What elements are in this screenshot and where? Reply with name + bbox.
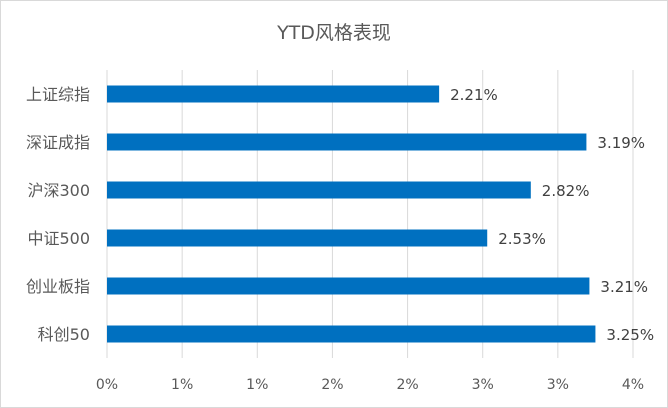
x-tick-label: 1% — [246, 377, 268, 393]
chart-title: YTD风格表现 — [276, 22, 391, 44]
category-label: 上证综指 — [26, 85, 90, 104]
gridlines — [106, 70, 634, 358]
x-tick-label: 4% — [622, 377, 644, 393]
data-label: 3.21% — [600, 278, 648, 296]
bar — [107, 325, 596, 343]
bars — [107, 85, 596, 343]
data-label: 2.53% — [498, 230, 546, 248]
category-label: 中证500 — [27, 229, 90, 248]
category-label: 科创50 — [38, 325, 90, 344]
data-label: 3.25% — [606, 326, 654, 344]
data-label: 2.21% — [450, 86, 498, 104]
data-label: 2.82% — [542, 182, 590, 200]
bar — [107, 181, 531, 199]
bar — [107, 229, 488, 247]
x-tick-label: 0% — [96, 377, 118, 393]
x-tick-label: 3% — [547, 377, 569, 393]
x-tick-label: 1% — [171, 377, 193, 393]
bar — [107, 85, 440, 103]
category-label: 创业板指 — [26, 277, 90, 296]
bar — [107, 277, 590, 295]
x-tick-label: 3% — [472, 377, 494, 393]
labels: 0% 1% 1% 2% 2% 3% 3% 4% 上证综指 2.21% 深证成指 3.19% 沪深300 2… — [26, 85, 654, 393]
data-label: 3.19% — [597, 134, 645, 152]
category-label: 沪深300 — [27, 181, 90, 200]
category-label: 深证成指 — [26, 133, 90, 152]
x-tick-label: 2% — [396, 377, 418, 393]
bar — [107, 133, 587, 151]
x-tick-label: 2% — [321, 377, 343, 393]
